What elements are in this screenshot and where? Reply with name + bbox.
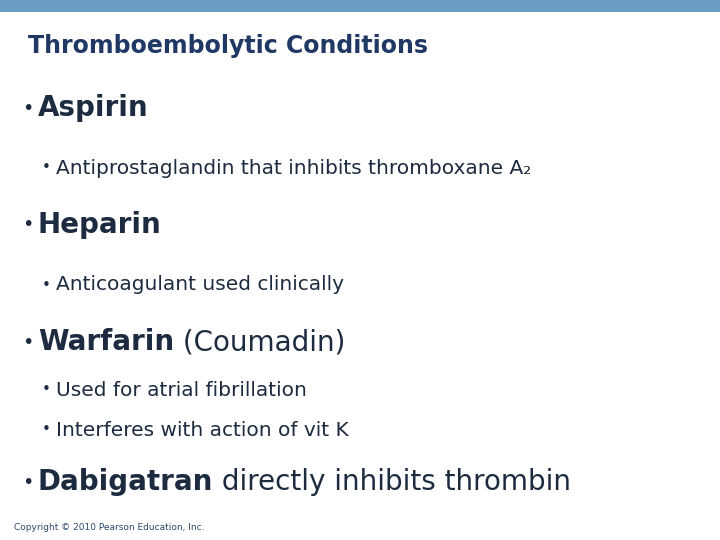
Text: (Coumadin): (Coumadin) xyxy=(174,328,346,356)
Bar xyxy=(0,0,720,12)
Text: Antiprostaglandin that inhibits thromboxane A₂: Antiprostaglandin that inhibits thrombox… xyxy=(56,159,531,178)
Text: Aspirin: Aspirin xyxy=(38,94,148,122)
Text: •: • xyxy=(42,422,51,437)
Text: Used for atrial fibrillation: Used for atrial fibrillation xyxy=(56,381,307,400)
Text: Heparin: Heparin xyxy=(38,211,162,239)
Text: •: • xyxy=(22,333,33,352)
Text: Copyright © 2010 Pearson Education, Inc.: Copyright © 2010 Pearson Education, Inc. xyxy=(14,523,204,532)
Text: Warfarin: Warfarin xyxy=(38,328,174,356)
Text: Thromboembolytic Conditions: Thromboembolytic Conditions xyxy=(28,34,428,58)
Text: •: • xyxy=(42,382,51,397)
Text: •: • xyxy=(22,215,33,234)
Text: •: • xyxy=(22,98,33,118)
Text: •: • xyxy=(22,472,33,491)
Text: Interferes with action of vit K: Interferes with action of vit K xyxy=(56,421,348,440)
Text: directly inhibits thrombin: directly inhibits thrombin xyxy=(213,468,572,496)
Text: Anticoagulant used clinically: Anticoagulant used clinically xyxy=(56,275,344,294)
Text: Dabigatran: Dabigatran xyxy=(38,468,213,496)
Text: •: • xyxy=(42,160,51,176)
Text: •: • xyxy=(42,278,51,293)
